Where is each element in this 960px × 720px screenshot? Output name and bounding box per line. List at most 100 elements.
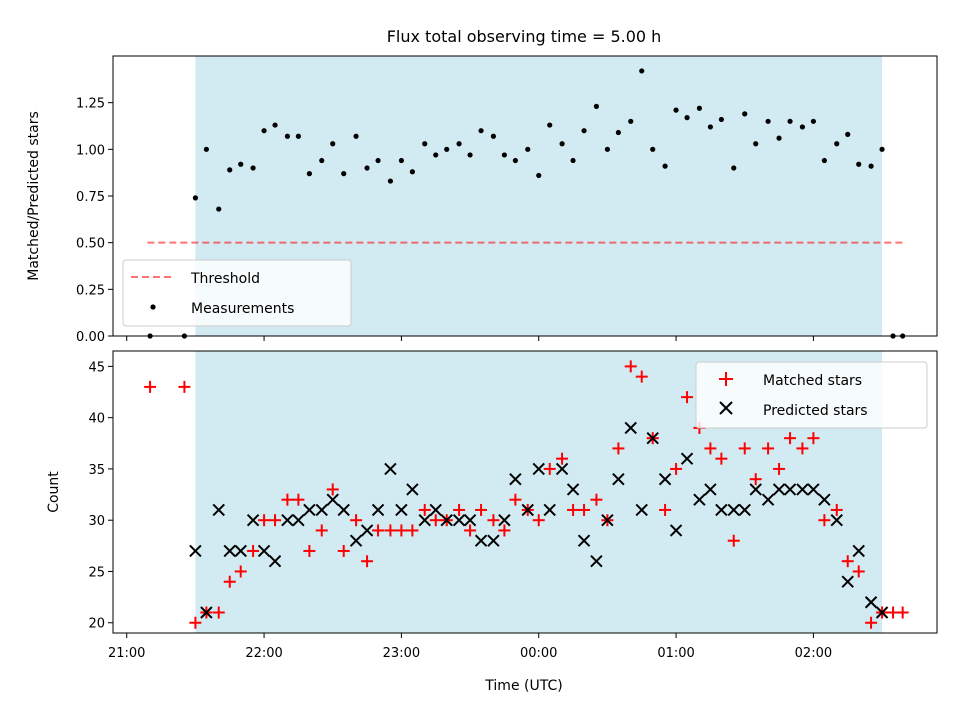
- matched-stars-series: [144, 360, 909, 629]
- predicted-star-point: [326, 493, 339, 506]
- top-axes-frame: [112, 55, 938, 337]
- measurement-point: [570, 157, 576, 164]
- top-ytick-label: 1.00: [76, 143, 105, 158]
- measurement-point: [216, 206, 222, 212]
- measurement-point: [776, 135, 782, 141]
- matched-star-point: [326, 483, 339, 496]
- matched-legend-swatch: [719, 372, 733, 386]
- measurement-point: [467, 152, 473, 158]
- predicted-star-point: [440, 513, 453, 527]
- measurement-point: [272, 122, 278, 128]
- matched-star-point: [350, 514, 363, 527]
- predicted-star-stroke: [384, 462, 397, 476]
- matched-star-point: [337, 544, 350, 557]
- predicted-star-point: [223, 544, 236, 558]
- predicted-star-stroke: [349, 534, 363, 547]
- predicted-star-stroke: [521, 503, 534, 517]
- bottom-ytick-label: 45: [88, 360, 105, 375]
- predicted-star-point: [669, 524, 683, 537]
- matched-star-point: [178, 380, 191, 393]
- predicted-star-point: [498, 513, 511, 527]
- measurement-point: [203, 146, 209, 152]
- predicted-star-point: [590, 555, 603, 568]
- measurement-point: [295, 133, 301, 139]
- predicted-star-point: [234, 544, 247, 558]
- predicted-star-stroke: [818, 493, 831, 506]
- matched-star-point: [738, 442, 751, 455]
- measurement-point: [673, 107, 679, 113]
- matched-star-point: [567, 503, 580, 516]
- predicted-star-stroke: [841, 575, 854, 588]
- measurement-point: [433, 152, 439, 158]
- predicted-star-point: [715, 503, 728, 517]
- measurement-point: [868, 163, 874, 169]
- matched-star-point: [841, 555, 854, 568]
- matched-star-point: [796, 442, 809, 455]
- top-legend: Threshold Measurements: [122, 259, 352, 327]
- predicted-star-stroke: [612, 472, 625, 486]
- measurements-legend-swatch: [150, 304, 156, 310]
- matched-star-point: [303, 544, 316, 557]
- predicted-star-point: [281, 513, 294, 527]
- xtick-label: 21:00: [108, 646, 145, 661]
- predicted-star-point: [246, 513, 260, 527]
- matched-star-point: [896, 606, 909, 619]
- matched-star-point: [406, 524, 419, 537]
- matched-star-point: [852, 565, 865, 578]
- predicted-star-stroke: [566, 483, 580, 496]
- predicted-star-point: [761, 493, 775, 506]
- predicted-star-point: [384, 462, 397, 476]
- predicted-star-stroke: [532, 462, 545, 476]
- predicted-star-point: [577, 534, 591, 547]
- predicted-star-stroke: [601, 513, 614, 527]
- predicted-star-point: [749, 483, 762, 496]
- bottom-x-axis: 21:00 22:00 23:00 00:00 01:00 02:00: [108, 633, 832, 661]
- measurement-point: [696, 105, 703, 111]
- matched-star-point: [807, 432, 820, 445]
- predicted-star-point: [635, 503, 648, 517]
- measurement-point: [341, 171, 347, 177]
- matched-star-point: [189, 616, 202, 629]
- measurement-point: [845, 131, 851, 137]
- measurement-point: [353, 133, 359, 139]
- measurement-point: [192, 195, 198, 201]
- measurement-point: [684, 115, 690, 121]
- matched-star-point: [361, 555, 374, 568]
- predicted-star-stroke: [761, 493, 775, 506]
- predicted-star-point: [509, 472, 522, 486]
- predicted-star-point: [371, 503, 385, 517]
- matched-star-point: [818, 514, 831, 527]
- matched-star-point: [749, 473, 762, 486]
- predicted-star-stroke: [463, 513, 477, 527]
- predicted-star-stroke: [543, 503, 556, 517]
- predicted-star-stroke: [783, 483, 797, 496]
- predicted-star-point: [360, 524, 374, 537]
- matched-star-point: [315, 524, 328, 537]
- matched-legend-label: Matched stars: [763, 373, 862, 389]
- measurement-point: [261, 128, 267, 134]
- predicted-star-point: [658, 472, 672, 486]
- predicted-star-point: [395, 503, 408, 517]
- matched-star-point: [372, 524, 385, 537]
- xtick-label: 22:00: [245, 646, 282, 661]
- matched-star-point: [223, 575, 236, 588]
- predicted-star-stroke: [452, 513, 466, 527]
- measurement-point: [742, 111, 748, 117]
- top-x-axis: [126, 336, 814, 341]
- measurement-point: [765, 118, 771, 124]
- matched-star-point: [234, 565, 247, 578]
- measurement-point: [284, 133, 291, 139]
- measurement-point: [238, 161, 244, 167]
- measurements-legend-label: Measurements: [191, 301, 294, 317]
- predicted-star-stroke: [796, 483, 809, 496]
- bottom-ytick-label: 35: [88, 463, 105, 478]
- matched-star-point: [418, 503, 431, 516]
- predicted-star-stroke: [590, 555, 603, 568]
- bottom-legend: Matched stars Predicted stars: [695, 361, 928, 429]
- matched-star-point: [543, 462, 556, 475]
- measurement-point: [581, 128, 587, 134]
- predicted-star-point: [807, 483, 820, 496]
- xtick-label: 01:00: [657, 646, 694, 661]
- predicted-star-point: [693, 493, 706, 506]
- bottom-ytick-label: 25: [88, 565, 105, 580]
